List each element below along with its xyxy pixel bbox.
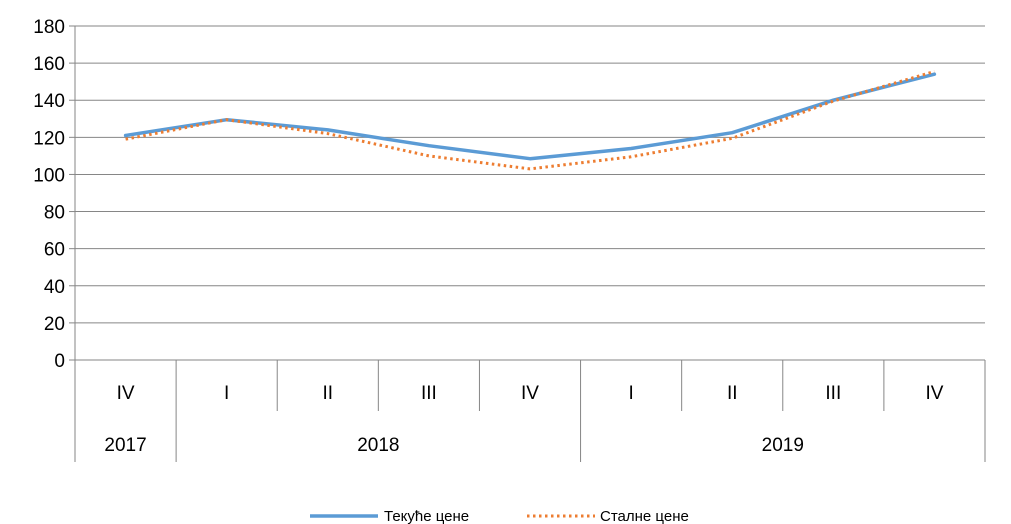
y-tick-label: 160 bbox=[33, 54, 65, 75]
y-tick-label: 180 bbox=[33, 17, 65, 38]
y-tick-label: 120 bbox=[33, 128, 65, 149]
series-line-1 bbox=[123, 72, 937, 161]
y-tick-label: 100 bbox=[33, 165, 65, 186]
year-label: 2017 bbox=[104, 435, 146, 456]
y-tick-label: 0 bbox=[54, 351, 65, 372]
quarter-label: IV bbox=[521, 383, 539, 404]
legend: Текуће цене Сталне цене bbox=[310, 508, 689, 524]
quarter-label: III bbox=[421, 383, 437, 404]
y-tick-label: 40 bbox=[44, 277, 65, 298]
y-tick-label: 60 bbox=[44, 240, 65, 261]
quarter-label: I bbox=[628, 383, 633, 404]
axes bbox=[69, 25, 986, 462]
quarter-label: IV bbox=[117, 383, 135, 404]
y-tick-label: 140 bbox=[33, 91, 65, 112]
quarter-label: II bbox=[322, 383, 333, 404]
series-line-2 bbox=[125, 70, 935, 171]
y-tick-label: 20 bbox=[44, 314, 65, 335]
legend-label-2: Сталне цене bbox=[600, 508, 689, 524]
quarter-label: II bbox=[727, 383, 738, 404]
year-label: 2019 bbox=[762, 435, 804, 456]
grid-lines bbox=[75, 25, 985, 324]
y-axis-tick-labels: 0 20 40 60 80 100 120 140 160 180 bbox=[33, 17, 65, 372]
quarter-label: I bbox=[224, 383, 229, 404]
y-tick-label: 80 bbox=[44, 203, 65, 224]
series-lines bbox=[123, 70, 937, 171]
year-label: 2018 bbox=[357, 435, 399, 456]
legend-label-1: Текуће цене bbox=[384, 508, 469, 524]
quarter-label: IV bbox=[925, 383, 943, 404]
quarter-label: III bbox=[825, 383, 841, 404]
